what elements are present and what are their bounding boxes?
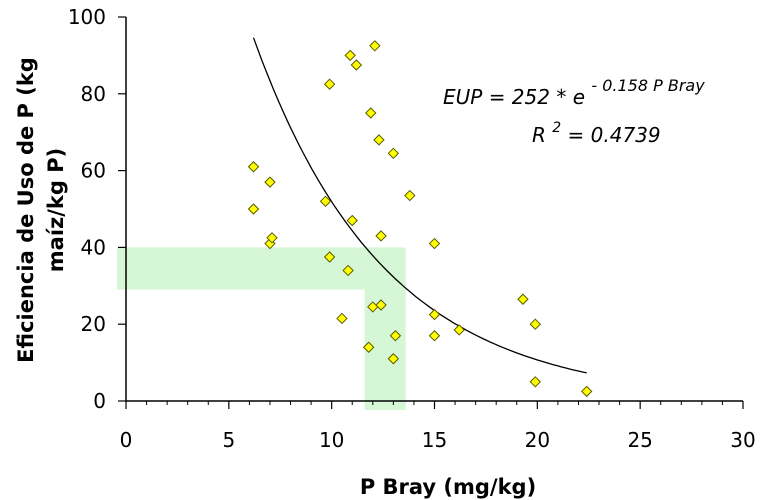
data-point <box>428 330 441 342</box>
x-tick-label: 25 <box>627 428 652 452</box>
data-point <box>387 147 400 160</box>
data-point <box>323 251 336 263</box>
highlight-bands <box>117 247 406 410</box>
axes <box>125 17 743 402</box>
data-point <box>529 376 541 388</box>
y-tick-label: 60 <box>81 159 106 183</box>
y-axis-title-line2: maíz/kg P) <box>44 148 68 272</box>
data-point <box>517 293 529 305</box>
data-point <box>346 214 358 227</box>
x-tick-label: 10 <box>319 428 344 452</box>
data-point <box>375 230 387 242</box>
trendline <box>252 37 587 374</box>
data-point <box>428 237 441 250</box>
y-tick-label: 100 <box>68 5 106 29</box>
data-point <box>319 195 332 208</box>
x-tick-label: 20 <box>525 428 550 452</box>
data-point <box>369 40 381 52</box>
data-point <box>389 330 402 342</box>
data-point <box>373 134 385 146</box>
data-point <box>365 107 377 119</box>
x-axis-title: P Bray (mg/kg) <box>360 475 536 499</box>
data-point <box>266 232 278 244</box>
data-point <box>362 341 375 353</box>
data-point <box>404 189 416 202</box>
equation-annotation: EUP = 252 * e - 0.158 P Bray <box>443 76 705 109</box>
r-squared-annotation: R 2 = 0.4739 <box>532 113 661 147</box>
data-point <box>247 203 260 215</box>
r-squared-label: R <box>532 123 546 147</box>
data-point <box>264 176 276 188</box>
data-point <box>323 78 336 90</box>
data-point <box>350 59 363 71</box>
y-axis-title-line1: Eficiencia de Uso de P (kg <box>14 57 38 363</box>
data-point <box>375 299 387 311</box>
x-tick-label: 30 <box>730 428 755 452</box>
y-tick-label: 80 <box>81 82 106 106</box>
x-tick-label: 5 <box>222 428 235 452</box>
ticks: 0 5 10 15 20 25 30 0 20 40 60 80 100 <box>68 5 756 452</box>
x-tick-label: 0 <box>120 428 133 452</box>
data-point <box>344 49 356 62</box>
data-point <box>580 385 593 398</box>
data-point <box>529 318 541 330</box>
horizontal-highlight-band <box>117 247 406 290</box>
x-tick-label: 15 <box>422 428 447 452</box>
equation-exponent: - 0.158 P Bray <box>591 76 705 95</box>
data-points <box>247 40 593 398</box>
data-point <box>336 312 348 325</box>
y-tick-label: 20 <box>81 312 106 336</box>
y-tick-label: 40 <box>81 235 106 259</box>
equation-main: EUP = 252 * e <box>443 85 585 109</box>
r-squared-value: = 0.4739 <box>568 123 661 147</box>
data-point <box>453 324 465 336</box>
data-point <box>247 161 260 173</box>
r-squared-superscript: 2 <box>552 120 561 136</box>
y-tick-label: 0 <box>93 389 106 413</box>
data-point <box>428 308 441 321</box>
data-point <box>387 353 400 365</box>
data-point <box>342 264 354 277</box>
